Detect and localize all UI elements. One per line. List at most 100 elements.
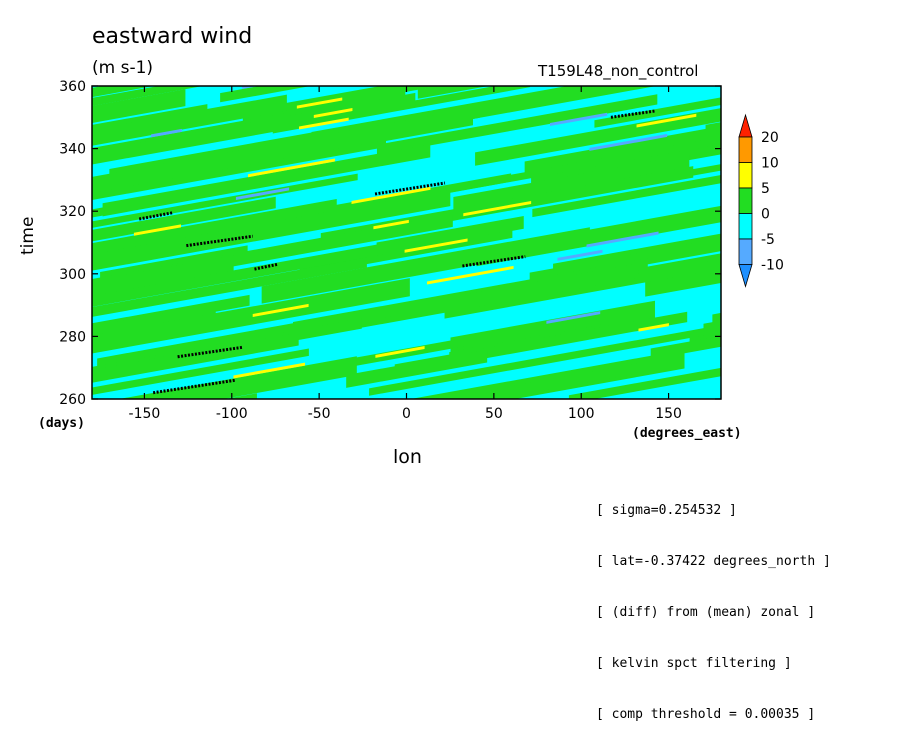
strong-negative-streak <box>586 231 659 248</box>
strong-positive-streak <box>638 323 669 332</box>
x-tick-label: -50 <box>308 406 331 422</box>
colorbar-label: -5 <box>761 232 775 248</box>
strong-positive-streak <box>133 224 181 236</box>
colorbar-label: 5 <box>761 181 770 197</box>
x-tick-label: 150 <box>655 406 682 422</box>
info-line: [ kelvin spct filtering ] <box>596 656 792 671</box>
kelvin-track <box>610 109 655 119</box>
colorbar-top-arrow <box>738 113 753 138</box>
strong-positive-streak <box>375 346 425 358</box>
positive-band <box>92 173 358 228</box>
positive-band <box>92 92 416 165</box>
strong-negative-streak <box>549 112 608 127</box>
positive-band <box>410 349 685 399</box>
positive-band <box>92 89 186 123</box>
strong-negative-streak <box>145 431 223 448</box>
positive-band <box>94 0 325 6</box>
positive-band <box>224 393 257 399</box>
y-tick-label: 320 <box>59 204 86 220</box>
positive-band <box>491 20 753 74</box>
colorbar: 20 10 5 0 -5 -10 <box>738 113 784 288</box>
strong-negative-streak <box>557 249 603 261</box>
kelvin-track <box>462 255 526 268</box>
strong-positive-streak <box>463 200 532 217</box>
x-tick-label: -150 <box>129 406 161 422</box>
strong-positive-streak <box>252 303 309 317</box>
positive-band <box>780 0 904 69</box>
positive-band <box>69 9 436 82</box>
positive-band <box>92 183 238 218</box>
positive-band <box>532 175 721 218</box>
positive-band <box>535 0 904 41</box>
positive-band <box>366 0 527 1</box>
colorbar-label: 0 <box>761 207 770 223</box>
strong-positive-streak <box>299 117 349 130</box>
x-axis-unit: (degrees_east) <box>632 426 742 441</box>
kelvin-track <box>254 262 278 271</box>
positive-band <box>594 97 721 128</box>
positive-band <box>92 255 234 299</box>
colorbar-box <box>738 136 753 163</box>
contour-field <box>69 0 904 448</box>
strong-positive-streak <box>313 108 353 118</box>
positive-band <box>637 0 904 7</box>
colorbar-box <box>738 238 753 265</box>
positive-band <box>612 0 904 18</box>
kelvin-track <box>138 211 173 221</box>
positive-band <box>92 236 425 307</box>
x-axis: -150 -100 -50 0 50 100 150 <box>129 86 682 422</box>
positive-band <box>762 0 904 28</box>
positive-band <box>528 0 770 56</box>
positive-band <box>369 324 721 396</box>
info-line: [ sigma=0.254532 ] <box>596 503 737 518</box>
positive-band <box>92 348 309 395</box>
strong-negative-streak <box>589 133 668 151</box>
strong-positive-streak <box>233 362 306 379</box>
positive-band <box>262 3 495 61</box>
positive-band <box>92 278 410 354</box>
positive-band <box>92 196 276 242</box>
y-axis: 260 280 300 320 340 360 <box>59 79 721 408</box>
strong-negative-streak <box>546 311 601 324</box>
positive-band <box>292 3 584 72</box>
positive-band <box>109 33 251 75</box>
positive-band <box>92 86 93 87</box>
positive-band <box>261 227 590 304</box>
colorbar-label: -10 <box>761 258 784 274</box>
positive-band <box>645 265 721 297</box>
positive-band <box>92 108 473 194</box>
positive-band <box>703 320 721 339</box>
positive-band <box>444 258 721 319</box>
colorbar-box <box>738 162 753 189</box>
positive-band <box>92 189 451 271</box>
chart-units: (m s-1) <box>92 58 154 78</box>
y-tick-label: 300 <box>59 267 86 283</box>
positive-band <box>430 86 440 88</box>
info-line: [ comp threshold = 0.00035 ] <box>596 707 816 722</box>
strong-negative-streak <box>151 128 182 138</box>
positive-band <box>92 140 386 201</box>
positive-band <box>705 122 721 141</box>
y-tick-label: 260 <box>59 392 86 408</box>
kelvin-track <box>374 181 446 196</box>
positive-band <box>220 86 311 103</box>
positive-band <box>376 94 658 155</box>
chart-title: eastward wind <box>92 24 253 49</box>
positive-band <box>712 312 721 326</box>
positive-band <box>747 196 904 237</box>
strong-negative-streak <box>235 187 290 200</box>
y-tick-label: 360 <box>59 79 86 95</box>
positive-band <box>417 86 489 99</box>
strong-positive-streak <box>373 219 409 230</box>
positive-band <box>92 86 154 98</box>
x-tick-label: 50 <box>485 406 503 422</box>
kelvin-track <box>186 234 253 248</box>
positive-band <box>92 257 367 317</box>
positive-band <box>70 0 271 17</box>
kelvin-track <box>177 345 243 359</box>
positive-band <box>92 332 299 383</box>
strong-positive-streak <box>404 238 468 253</box>
y-tick-label: 280 <box>59 329 86 345</box>
chart-plot: -150 -100 -50 0 50 100 150 260280300320340360 … <box>59 0 904 448</box>
strong-positive-streak <box>426 265 514 285</box>
